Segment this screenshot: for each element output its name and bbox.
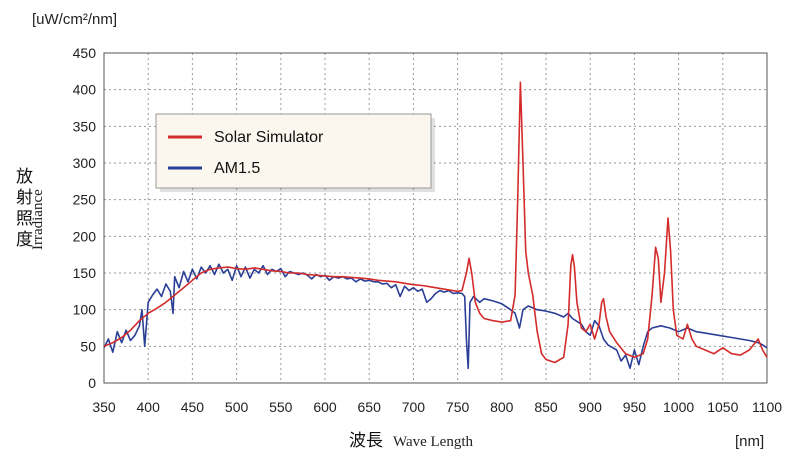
legend-label-am15: AM1.5 [214,160,260,177]
y-tick-label: 100 [73,302,97,318]
x-tick-label: 350 [92,399,116,415]
y-label-jp-4: 度 [16,230,33,250]
x-tick-label: 1000 [663,399,694,415]
y-tick-label: 300 [73,155,97,171]
x-tick-label: 600 [313,399,337,415]
x-tick-label: 550 [269,399,293,415]
y-tick-label: 250 [73,192,97,208]
y-label-jp-2: 射 [16,188,33,208]
y-tick-label: 200 [73,228,97,244]
series-line-solar-simulator [103,81,768,364]
x-tick-label: 450 [181,399,205,415]
legend: Solar Simulator AM1.5 [155,113,435,192]
series-line-am15 [103,263,768,370]
y-tick-label: 350 [73,118,97,134]
y-tick-label: 400 [73,82,97,98]
x-tick-label: 500 [225,399,249,415]
legend-label-solar-simulator: Solar Simulator [214,129,324,146]
x-tick-label: 750 [446,399,470,415]
x-tick-label: 850 [534,399,558,415]
y-tick-label: 50 [80,338,96,354]
y-label-en: Irradiance [30,189,46,250]
x-tick-label: 1050 [707,399,738,415]
x-axis-label: 波長 Wave Length [nm] [349,431,764,451]
x-tick-label: 700 [402,399,426,415]
x-tick-labels: 350 400 450 500 550 600 650 700 750 800 850 900 950 1… [92,399,782,415]
y-tick-labels: 0 50 100 150 200 250 300 350 400 450 [73,45,97,391]
y-unit-label: [uW/cm²/nm] [32,11,117,28]
x-tick-label: 800 [490,399,514,415]
x-tick-label: 650 [358,399,382,415]
y-axis-label: 放 射 照 度 Irradiance [16,167,46,250]
x-tick-label: 1100 [752,399,782,415]
y-tick-label: 150 [73,265,97,281]
x-tick-label: 950 [623,399,647,415]
y-tick-label: 0 [88,375,96,391]
y-label-jp-3: 照 [16,209,33,229]
x-tick-label: 900 [579,399,603,415]
series-lines [103,81,768,370]
x-tick-label: 400 [137,399,161,415]
grid-lines [104,53,767,383]
plot-frame [103,52,768,384]
legend-box [155,113,432,189]
x-label-jp: 波長 [349,431,383,451]
x-unit-label: [nm] [735,433,764,450]
x-label-en: Wave Length [393,434,474,450]
y-tick-label: 450 [73,45,97,61]
y-label-jp-1: 放 [16,167,33,187]
